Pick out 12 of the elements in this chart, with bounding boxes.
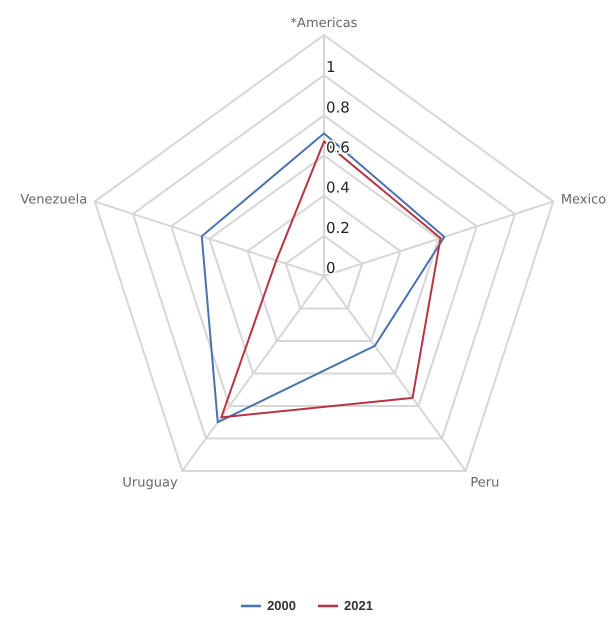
spoke-label: Uruguay	[122, 476, 178, 491]
y-tick-label: 1	[326, 58, 336, 76]
y-tick-label: 0.4	[326, 178, 350, 197]
y-tick-label: 0	[326, 259, 336, 277]
spoke-label: *Americas	[290, 16, 358, 31]
legend-label: 2000	[267, 598, 296, 613]
spoke-label: Venezuela	[20, 192, 88, 208]
spoke-label: Peru	[470, 476, 500, 491]
y-tick-label: 0.8	[326, 98, 350, 116]
spoke-label: Mexico	[560, 192, 606, 208]
y-tick-label: 0.2	[326, 218, 350, 237]
legend-label: 2021	[344, 598, 373, 613]
